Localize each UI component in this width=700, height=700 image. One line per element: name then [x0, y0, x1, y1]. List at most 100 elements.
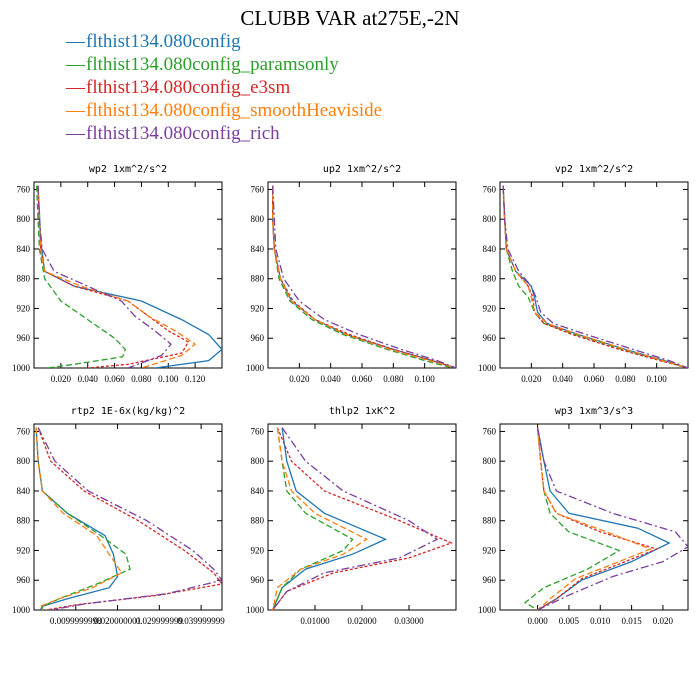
series-line-5 [272, 185, 456, 368]
panel-title: wp3 1xm^3/s^3 [555, 406, 633, 417]
series-line-1 [536, 427, 671, 610]
y-tick-label: 960 [483, 575, 497, 585]
panel-title: rtp2 1E-6x(kg/kg)^2 [71, 406, 185, 417]
panel-2: up2 1xm^2/s^2 760 800 840 880 920 960 1000 0.020… [246, 164, 457, 384]
y-tick-label: 800 [17, 214, 31, 224]
y-tick-label: 840 [483, 486, 497, 496]
x-tick-label: 0.02000 [347, 616, 377, 626]
series-line-4 [502, 185, 688, 368]
y-tick-label: 840 [251, 486, 265, 496]
y-tick-label: 800 [251, 214, 265, 224]
y-tick-label: 800 [483, 214, 497, 224]
x-tick-label: 0.080 [615, 374, 636, 384]
x-tick-label: 0.020000001 [94, 616, 141, 626]
x-tick-label: 0.039999999 [177, 616, 225, 626]
series-line-5 [37, 185, 172, 368]
y-tick-label: 1000 [12, 363, 31, 373]
x-tick-label: 0.029999999 [136, 616, 184, 626]
y-tick-label: 760 [483, 184, 497, 194]
x-tick-label: 0.080 [131, 374, 152, 384]
x-tick-label: 0.120 [185, 374, 206, 384]
legend-label: flthist134.080config_paramsonly [86, 54, 339, 75]
x-tick-label: 0.080 [383, 374, 404, 384]
series-line-5 [536, 427, 688, 610]
series-line-1 [35, 427, 119, 610]
y-tick-label: 800 [17, 456, 31, 466]
panel-title: thlp2 1xK^2 [329, 406, 395, 417]
legend-entry: —flthist134.080config_rich [66, 122, 382, 145]
y-tick-label: 920 [483, 303, 497, 313]
legend-label: flthist134.080config_e3sm [86, 77, 291, 98]
y-tick-label: 760 [251, 426, 265, 436]
y-tick-label: 880 [251, 274, 265, 284]
panel-3: vp2 1xm^2/s^2 760 800 840 880 920 960 1000 0.020… [478, 164, 689, 384]
panel-frame [33, 423, 223, 611]
series-line-1 [272, 427, 388, 610]
y-tick-label: 760 [483, 426, 497, 436]
legend-label: flthist134.080config_smoothHeaviside [86, 100, 383, 121]
x-tick-label: 0.040 [78, 374, 99, 384]
series-line-5 [272, 427, 439, 610]
panel-frame [499, 423, 689, 611]
series-line-3 [502, 185, 688, 368]
x-tick-label: 0.100 [415, 374, 436, 384]
x-tick-label: 0.020 [289, 374, 310, 384]
legend: —flthist134.080config —flthist134.080conf… [66, 30, 382, 145]
y-tick-label: 1000 [246, 363, 265, 373]
y-tick-label: 920 [251, 545, 265, 555]
y-tick-label: 880 [251, 516, 265, 526]
legend-entry: —flthist134.080config_smoothHeaviside [66, 99, 382, 122]
panel-frame [267, 423, 457, 611]
y-tick-label: 880 [483, 516, 497, 526]
figure-title: CLUBB VAR at275E,-2N [240, 6, 460, 30]
series-line-3 [37, 427, 222, 610]
y-tick-label: 840 [483, 244, 497, 254]
legend-label: flthist134.080config [86, 31, 241, 52]
series-line-4 [272, 185, 456, 368]
panel-title: vp2 1xm^2/s^2 [555, 164, 633, 175]
y-tick-label: 880 [17, 274, 31, 284]
x-tick-label: 0.03000 [394, 616, 424, 626]
y-tick-label: 840 [17, 486, 31, 496]
series-line-3 [272, 427, 454, 610]
y-tick-label: 760 [251, 184, 265, 194]
y-tick-label: 1000 [12, 605, 31, 615]
y-tick-label: 920 [17, 545, 31, 555]
x-tick-label: 0.000 [527, 616, 548, 626]
y-tick-label: 840 [17, 244, 31, 254]
panel-5: thlp2 1xK^2 760 800 840 880 920 960 1000 0.01000… [246, 406, 457, 626]
series-line-2 [523, 427, 621, 610]
series-line-5 [37, 427, 222, 610]
legend-entry: —flthist134.080config_e3sm [66, 76, 382, 99]
series-line-2 [36, 185, 127, 368]
x-tick-label: 0.060 [584, 374, 605, 384]
series-line-3 [272, 185, 456, 368]
x-tick-label: 0.020 [521, 374, 542, 384]
x-tick-label: 0.040 [321, 374, 342, 384]
series-line-2 [502, 185, 688, 368]
series-line-3 [37, 185, 190, 368]
x-tick-label: 0.040 [553, 374, 574, 384]
legend-entry: —flthist134.080config [66, 30, 382, 53]
y-tick-label: 800 [251, 456, 265, 466]
panel-title: up2 1xm^2/s^2 [323, 164, 401, 175]
series-line-4 [37, 185, 197, 368]
x-tick-label: 0.060 [352, 374, 373, 384]
x-tick-label: 0.005 [559, 616, 580, 626]
y-tick-label: 840 [251, 244, 265, 254]
y-tick-label: 960 [483, 333, 497, 343]
series-line-5 [502, 185, 688, 368]
panel-1: wp2 1xm^2/s^2 760 800 840 880 920 960 1000 0.020… [12, 164, 223, 384]
y-tick-label: 760 [17, 184, 31, 194]
x-tick-label: 0.015 [621, 616, 642, 626]
y-tick-label: 960 [251, 575, 265, 585]
y-tick-label: 960 [17, 575, 31, 585]
panel-6: wp3 1xm^3/s^3 760 800 840 880 920 960 1000 0.000… [478, 406, 689, 626]
legend-entry: —flthist134.080config_paramsonly [66, 53, 382, 76]
y-tick-label: 1000 [478, 605, 497, 615]
y-tick-label: 960 [251, 333, 265, 343]
x-tick-label: 0.060 [104, 374, 125, 384]
legend-label: flthist134.080config_rich [86, 123, 280, 144]
y-tick-label: 760 [17, 426, 31, 436]
